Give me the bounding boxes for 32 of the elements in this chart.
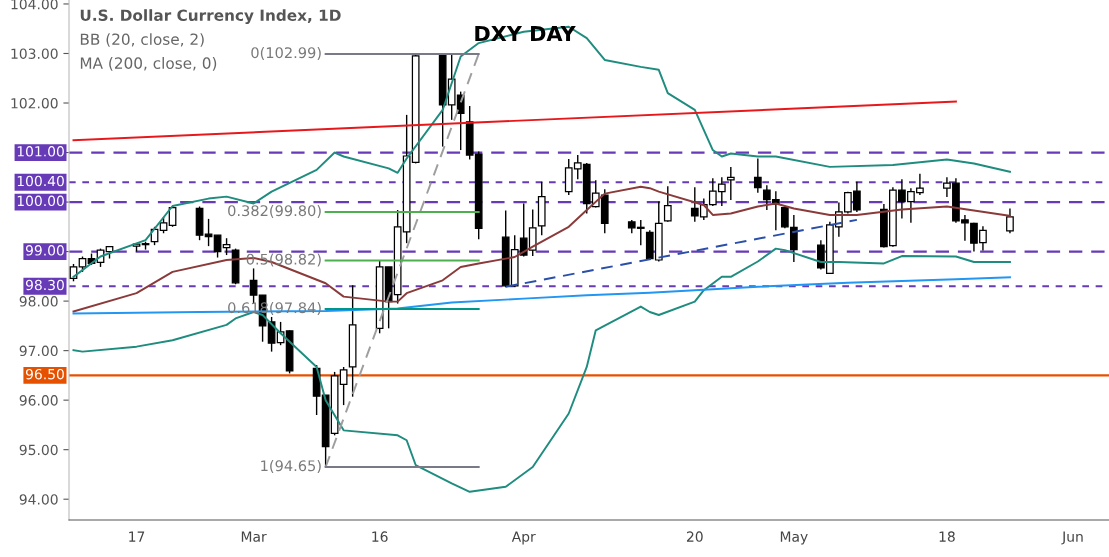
candlestick — [789, 214, 798, 263]
text: DXY DAY — [475, 25, 576, 42]
y-tick-label: 95.00 — [19, 444, 58, 456]
ref-line-label: 100.40 — [17, 175, 64, 187]
y-tick-label: 94.00 — [19, 494, 58, 505]
x-tick-label: 18 — [939, 531, 955, 542]
x-tick-label: 17 — [129, 531, 145, 542]
y-tick-label: 97.00 — [19, 345, 58, 357]
ref-line-label: 101.00 — [17, 146, 64, 157]
x-tick-label: Apr — [511, 531, 536, 545]
ref-line-label: 100.00 — [17, 195, 64, 207]
candlestick — [753, 157, 762, 194]
annotation: BB (20, close, 2) — [80, 33, 204, 47]
ref-line-label: 99.00 — [25, 245, 64, 256]
y-tick-label: 96.00 — [19, 395, 58, 406]
text: U.S. Dollar Currency Index, 1D — [80, 9, 341, 25]
annotation: 1(94.65) — [261, 459, 321, 473]
ref-line-label: 96.50 — [25, 368, 64, 380]
x-tick-label: 16 — [372, 531, 388, 542]
annotation: 0(102.99) — [251, 46, 321, 60]
y-tick-label: 98.00 — [19, 296, 58, 307]
y-tick-label: 103.00 — [11, 48, 58, 59]
y-tick-label: 102.00 — [11, 97, 58, 109]
x-tick-label: May — [780, 531, 808, 545]
ref-line-label: 98.30 — [25, 279, 64, 291]
x-tick-label: 20 — [686, 531, 703, 542]
annotation: 0.382(99.80) — [228, 204, 321, 218]
x-tick-label: Jun — [1061, 531, 1083, 545]
candlestick — [1006, 207, 1014, 234]
candlestick — [663, 185, 672, 223]
annotation: MA (200, close, 0) — [80, 57, 217, 71]
x-tick-label: Mar — [241, 531, 267, 542]
